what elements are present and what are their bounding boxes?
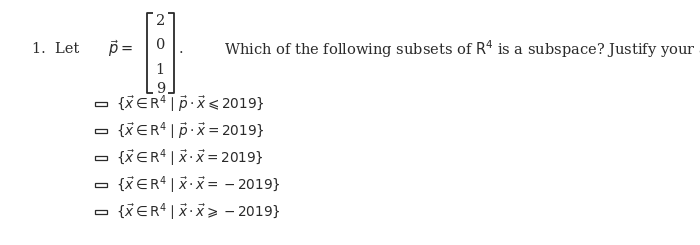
Text: 1.  Let: 1. Let: [32, 42, 78, 56]
Bar: [94, 129, 107, 133]
Text: 9: 9: [155, 82, 165, 97]
Text: $\{\vec{x} \in \mathrm{R}^4 \mid \vec{x} \cdot \vec{x} = -2019\}$: $\{\vec{x} \in \mathrm{R}^4 \mid \vec{x}…: [116, 174, 280, 196]
Text: $\{\vec{x} \in \mathrm{R}^4 \mid \vec{x} \cdot \vec{x} \geqslant -2019\}$: $\{\vec{x} \in \mathrm{R}^4 \mid \vec{x}…: [116, 201, 280, 223]
Text: $\{\vec{x} \in \mathrm{R}^4 \mid \vec{p} \cdot \vec{x} \leqslant 2019\}$: $\{\vec{x} \in \mathrm{R}^4 \mid \vec{p}…: [116, 93, 263, 115]
Bar: [94, 183, 107, 187]
Text: 1: 1: [155, 63, 165, 77]
Text: $\{\vec{x} \in \mathrm{R}^4 \mid \vec{x} \cdot \vec{x} = 2019\}$: $\{\vec{x} \in \mathrm{R}^4 \mid \vec{x}…: [116, 147, 263, 169]
Text: 2: 2: [155, 14, 165, 28]
Bar: [94, 102, 107, 106]
Text: 0: 0: [155, 38, 165, 52]
Text: $\{\vec{x} \in \mathrm{R}^4 \mid \vec{p} \cdot \vec{x} = 2019\}$: $\{\vec{x} \in \mathrm{R}^4 \mid \vec{p}…: [116, 120, 263, 142]
Bar: [94, 156, 107, 160]
Text: .: .: [178, 42, 183, 56]
Text: Which of the following subsets of $\mathrm{R}^4$ is a subspace? Justify your ans: Which of the following subsets of $\math…: [224, 38, 700, 60]
Text: $\vec{p}=$: $\vec{p}=$: [108, 38, 133, 60]
Bar: [94, 210, 107, 214]
